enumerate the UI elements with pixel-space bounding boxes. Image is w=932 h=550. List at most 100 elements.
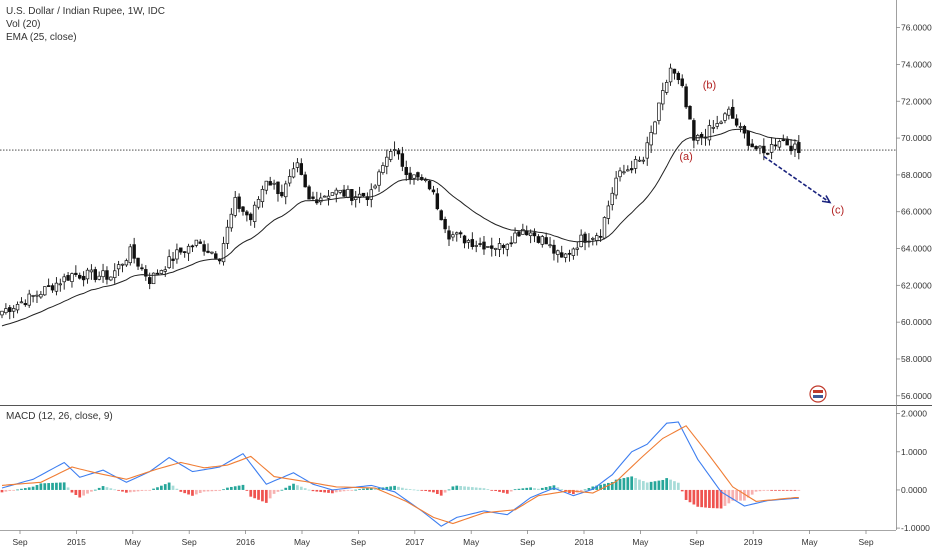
candle-body[interactable]: [439, 210, 443, 221]
candle-body[interactable]: [350, 189, 354, 201]
candle-body[interactable]: [672, 68, 677, 74]
candle-body[interactable]: [618, 170, 622, 178]
candle-body[interactable]: [427, 180, 432, 190]
candle-body[interactable]: [120, 263, 125, 266]
candle-body[interactable]: [229, 213, 234, 229]
candle-body[interactable]: [23, 303, 28, 306]
candle-body[interactable]: [85, 269, 90, 280]
candle-body[interactable]: [781, 139, 785, 141]
candle-body[interactable]: [762, 145, 766, 154]
candle-body[interactable]: [715, 123, 719, 127]
macd-indicator-label[interactable]: MACD (12, 26, close, 9): [6, 411, 113, 422]
candle-body[interactable]: [548, 244, 552, 247]
candle-body[interactable]: [206, 250, 210, 253]
candle-body[interactable]: [46, 285, 51, 287]
symbol-title[interactable]: U.S. Dollar / Indian Rupee, 1W, IDC: [6, 6, 165, 17]
candle-body[interactable]: [493, 247, 498, 250]
candle-body[interactable]: [365, 196, 370, 201]
candle-body[interactable]: [412, 174, 416, 179]
candle-body[interactable]: [105, 270, 109, 280]
candle-body[interactable]: [626, 169, 630, 172]
candle-body[interactable]: [237, 196, 241, 209]
candle-body[interactable]: [490, 245, 494, 249]
candle-body[interactable]: [70, 273, 74, 282]
candle-body[interactable]: [256, 199, 261, 208]
candle-body[interactable]: [458, 232, 463, 235]
candle-body[interactable]: [334, 189, 338, 195]
candle-body[interactable]: [62, 276, 66, 283]
candle-body[interactable]: [377, 171, 381, 186]
candle-body[interactable]: [15, 304, 20, 311]
candle-body[interactable]: [731, 106, 735, 119]
candle-body[interactable]: [101, 270, 105, 278]
candle-body[interactable]: [536, 236, 541, 243]
candle-body[interactable]: [435, 193, 440, 210]
signal-line[interactable]: [1, 425, 799, 525]
candle-body[interactable]: [241, 206, 245, 212]
candle-body[interactable]: [54, 282, 59, 292]
candle-body[interactable]: [629, 168, 634, 171]
macd-line[interactable]: [1, 421, 799, 527]
candle-body[interactable]: [167, 256, 171, 268]
candle-body[interactable]: [116, 264, 121, 270]
candle-body[interactable]: [385, 156, 389, 167]
candle-body[interactable]: [287, 176, 292, 184]
candle-body[interactable]: [307, 186, 311, 200]
candle-body[interactable]: [354, 196, 358, 200]
candle-body[interactable]: [719, 121, 723, 124]
candle-body[interactable]: [124, 260, 129, 266]
candle-body[interactable]: [182, 251, 187, 253]
candle-body[interactable]: [727, 108, 731, 116]
macd-axis[interactable]: -1.0000 0.0000 1.0000 2.0000: [896, 409, 930, 533]
ema-indicator-label[interactable]: EMA (25, close): [6, 32, 77, 43]
candle-body[interactable]: [699, 133, 704, 138]
candle-body[interactable]: [144, 269, 148, 277]
candle-body[interactable]: [462, 235, 467, 244]
candle-body[interactable]: [501, 244, 506, 248]
candle-body[interactable]: [594, 235, 599, 241]
candle-body[interactable]: [147, 277, 152, 284]
candle-body[interactable]: [388, 151, 393, 160]
wave-label[interactable]: (b): [703, 79, 716, 91]
candle-body[interactable]: [602, 217, 607, 239]
candle-body[interactable]: [668, 67, 673, 83]
candle-body[interactable]: [346, 189, 350, 198]
candle-body[interactable]: [202, 244, 206, 252]
candle-body[interactable]: [443, 218, 447, 230]
candle-body[interactable]: [769, 144, 774, 153]
candle-body[interactable]: [509, 242, 513, 245]
candle-body[interactable]: [482, 241, 486, 250]
candle-body[interactable]: [31, 295, 35, 297]
candle-body[interactable]: [400, 153, 405, 167]
candle-body[interactable]: [723, 113, 727, 121]
candle-body[interactable]: [171, 258, 175, 261]
flag-icon[interactable]: [809, 385, 827, 403]
forecast-arrow[interactable]: [763, 155, 831, 204]
candle-body[interactable]: [789, 145, 793, 152]
candle-body[interactable]: [633, 159, 638, 169]
candle-body[interactable]: [373, 185, 377, 189]
candle-body[interactable]: [478, 243, 482, 245]
candle-body[interactable]: [109, 276, 113, 281]
candle-body[interactable]: [466, 240, 471, 243]
candle-body[interactable]: [194, 239, 199, 246]
candle-body[interactable]: [692, 120, 696, 141]
candle-body[interactable]: [734, 118, 739, 126]
candle-body[interactable]: [513, 232, 517, 244]
candle-body[interactable]: [610, 192, 614, 206]
candle-body[interactable]: [552, 244, 556, 254]
candle-body[interactable]: [260, 189, 265, 203]
candle-body[interactable]: [560, 252, 564, 258]
candle-body[interactable]: [74, 272, 78, 275]
volume-indicator-label[interactable]: Vol (20): [6, 19, 41, 30]
candle-body[interactable]: [342, 189, 346, 197]
candle-body[interactable]: [198, 241, 202, 244]
candle-body[interactable]: [664, 82, 669, 93]
candle-body[interactable]: [758, 145, 762, 149]
candle-body[interactable]: [447, 230, 451, 240]
candle-body[interactable]: [688, 105, 692, 120]
candle-body[interactable]: [97, 275, 101, 280]
candle-body[interactable]: [319, 197, 323, 203]
candle-body[interactable]: [661, 90, 665, 105]
